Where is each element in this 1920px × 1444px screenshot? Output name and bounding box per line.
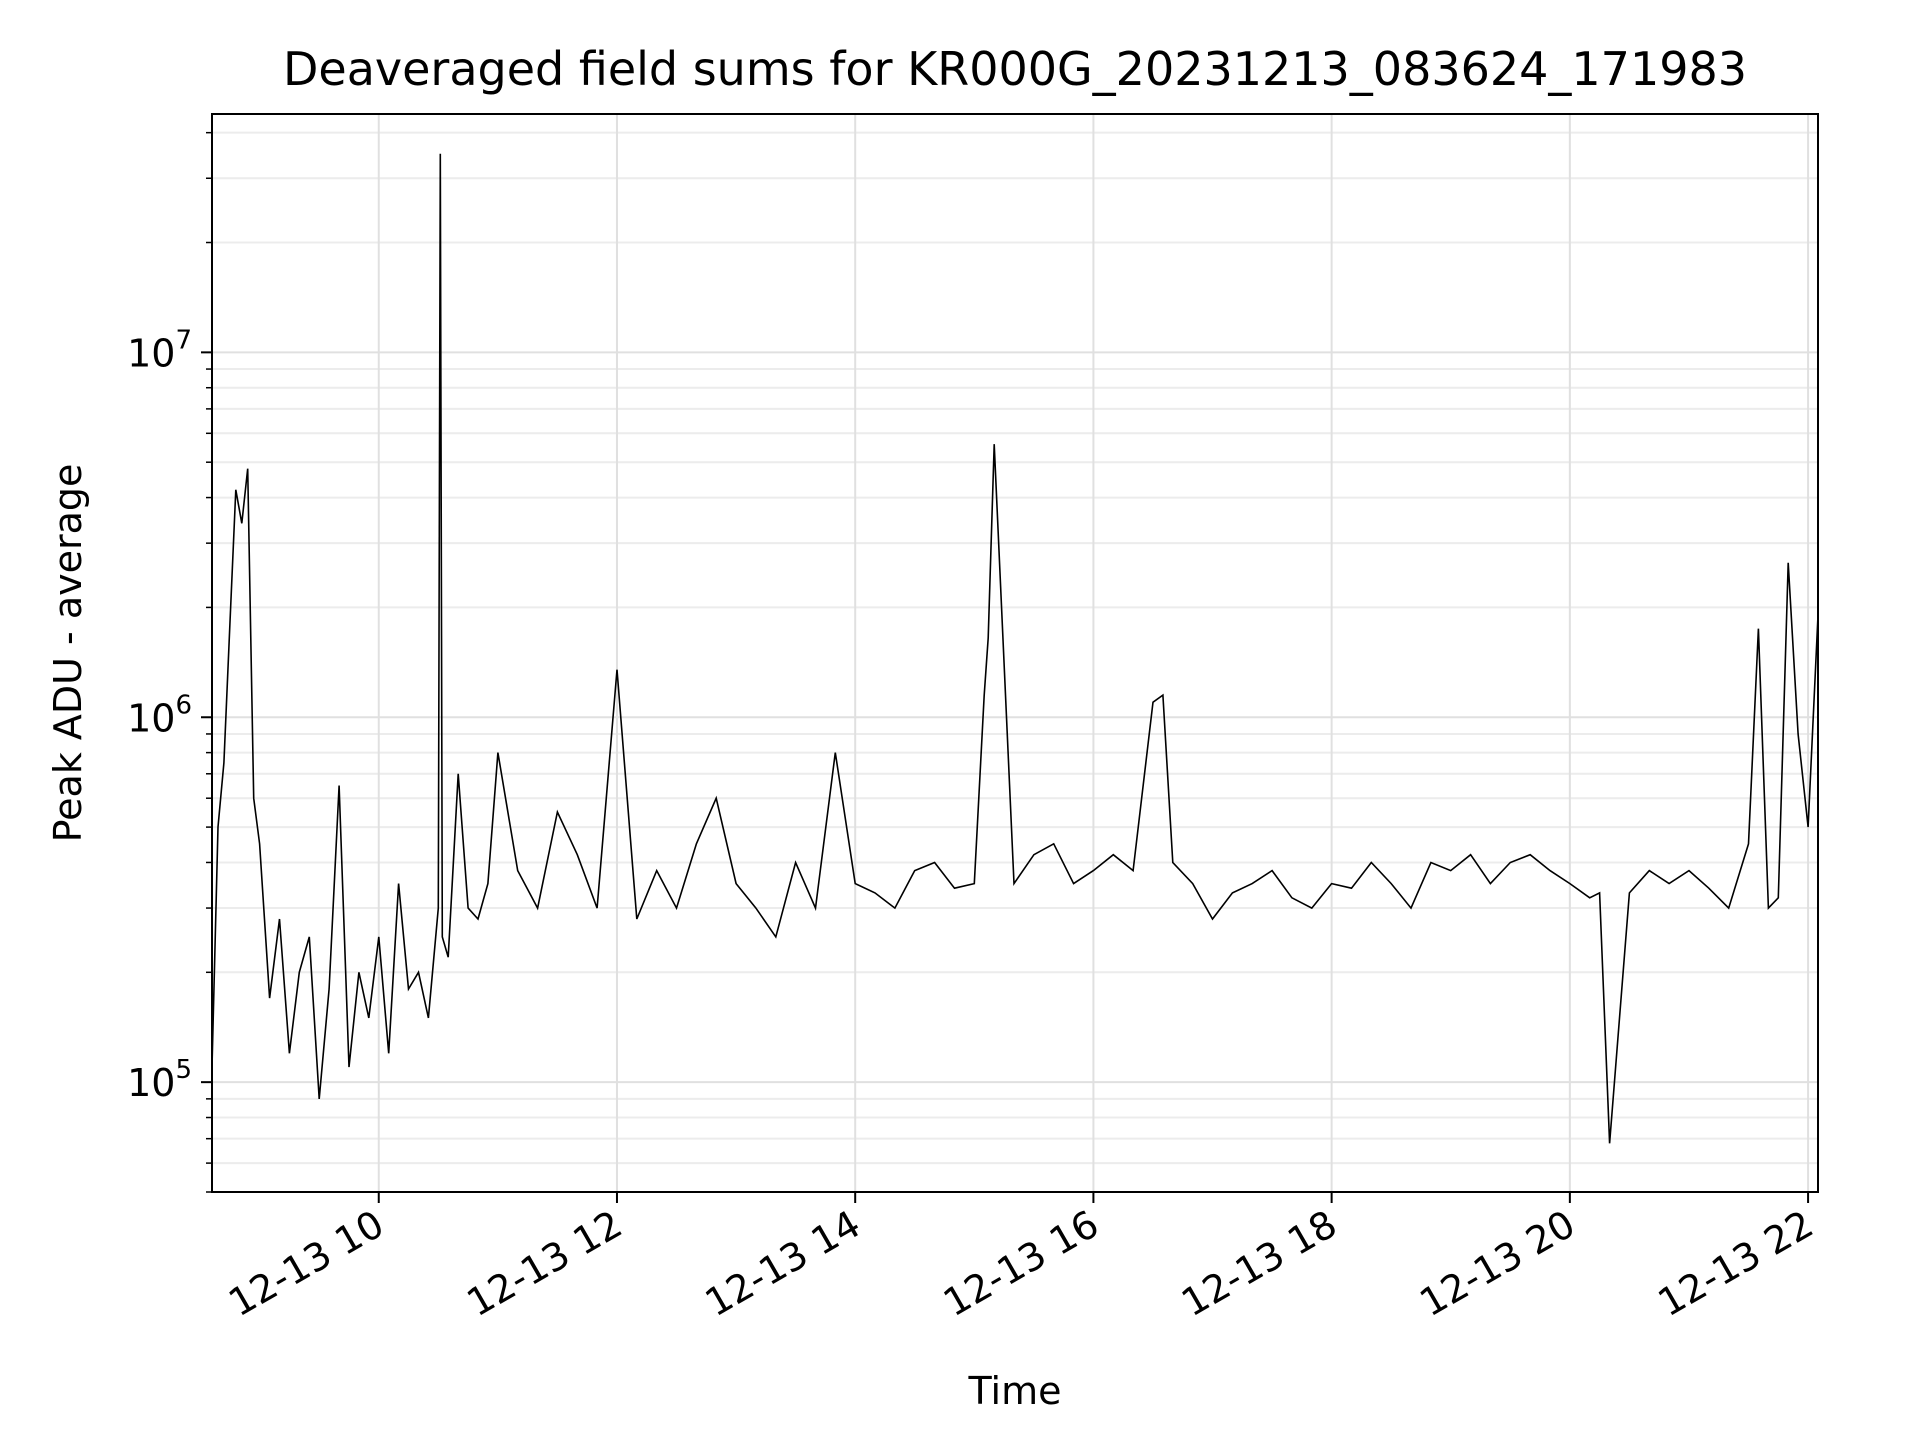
x-axis-label: Time (968, 1369, 1062, 1413)
plot-area (211, 153, 1819, 1144)
grid (212, 114, 1818, 1193)
axes-frame (211, 113, 1819, 1193)
y-tick-label: 106 (127, 690, 192, 740)
chart-title: Deaveraged field sums for KR000G_2023121… (283, 42, 1747, 96)
y-axis-label: Peak ADU - average (46, 464, 90, 843)
y-tick-label: 105 (127, 1055, 192, 1105)
series-line (211, 153, 1819, 1144)
y-tick-label: 107 (127, 325, 192, 375)
